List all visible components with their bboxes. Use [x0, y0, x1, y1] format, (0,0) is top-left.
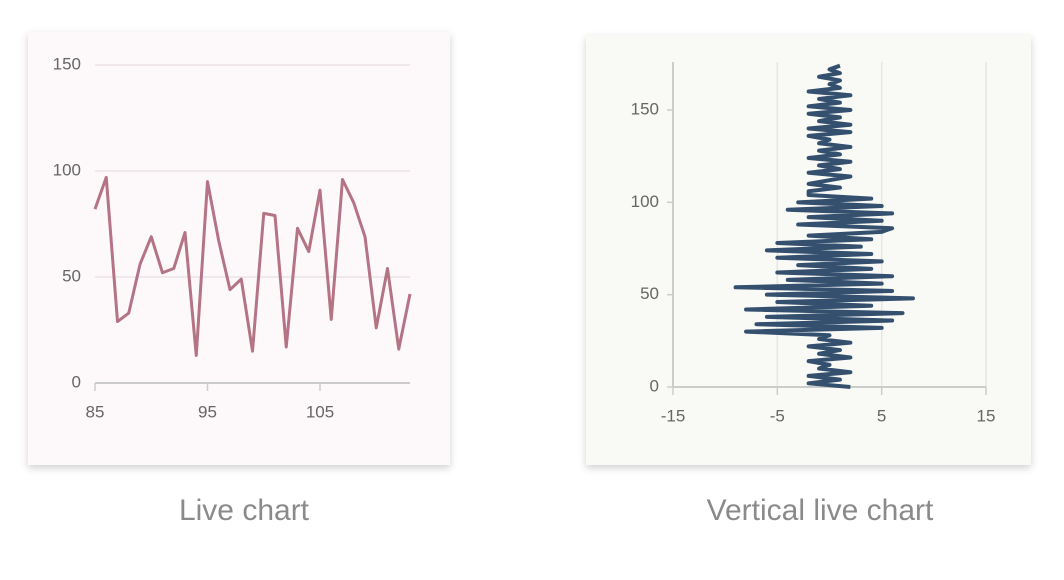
x-tick-label: 85: [86, 402, 105, 421]
y-tick-label: 0: [72, 372, 81, 391]
y-tick-label: 100: [631, 192, 659, 211]
y-tick-label: 50: [640, 284, 659, 303]
x-tick-label: 15: [977, 406, 996, 425]
x-tick-label: 5: [877, 406, 886, 425]
y-tick-label: 50: [62, 266, 81, 285]
caption: Vertical live chart: [707, 494, 934, 527]
x-tick-label: 105: [306, 402, 334, 421]
data-line: [733, 63, 915, 389]
x-tick-label: -15: [661, 406, 686, 425]
caption: Live chart: [179, 494, 310, 527]
x-tick-label: 95: [198, 402, 217, 421]
y-tick-label: 100: [53, 160, 81, 179]
data-line: [93, 175, 412, 357]
x-tick-label: -5: [770, 406, 785, 425]
y-tick-label: 150: [53, 54, 81, 73]
y-tick-label: 150: [631, 99, 659, 118]
card: [28, 32, 450, 465]
y-tick-label: 0: [650, 376, 659, 395]
